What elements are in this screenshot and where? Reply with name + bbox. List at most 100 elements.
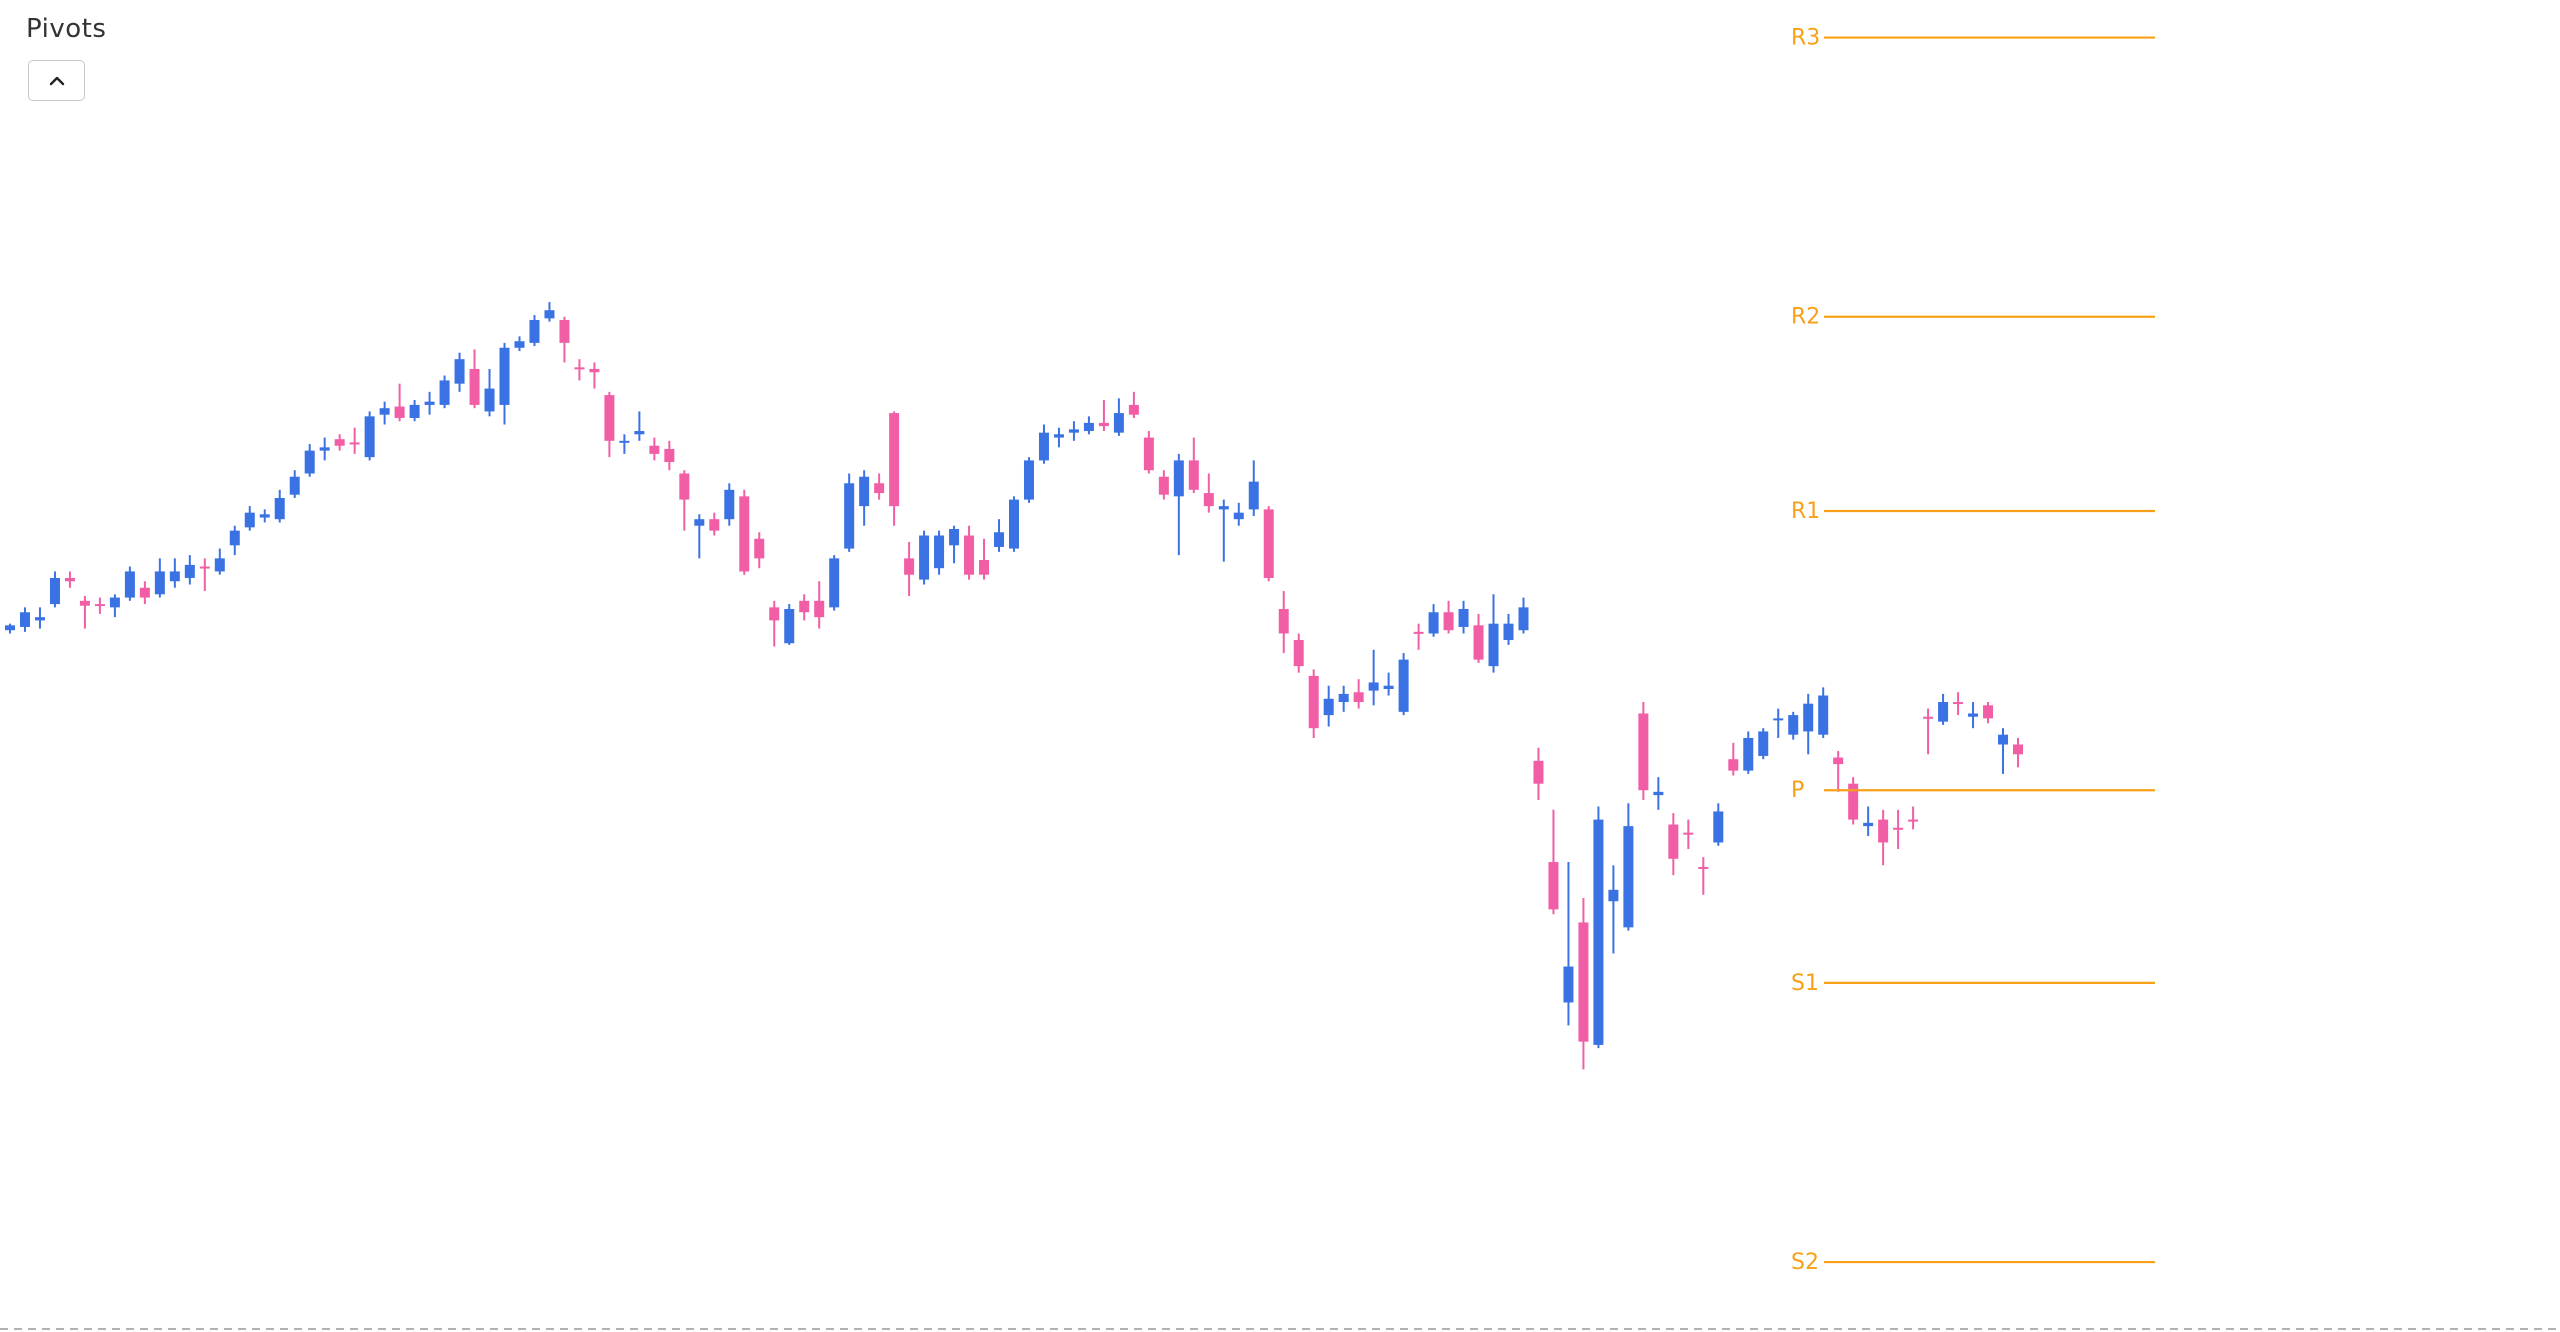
candle-body xyxy=(394,406,405,418)
candle-body xyxy=(1773,718,1784,721)
candle-body xyxy=(679,473,690,500)
candle-body xyxy=(1143,437,1154,471)
candle-body xyxy=(184,564,195,578)
candle-body xyxy=(1713,811,1724,843)
candle-body xyxy=(199,566,210,569)
candle-body xyxy=(1893,827,1904,830)
candle-body xyxy=(139,587,150,598)
candle-body xyxy=(274,497,285,520)
candle-body xyxy=(94,604,105,607)
candle-body xyxy=(1113,413,1124,433)
pivot-label: R1 xyxy=(1791,499,1820,524)
pivot-label: R2 xyxy=(1791,305,1820,330)
candle-body xyxy=(469,368,480,405)
candle-body xyxy=(1563,966,1574,1003)
candle-body xyxy=(484,388,495,412)
candle-body xyxy=(1383,685,1394,689)
candle-body xyxy=(1218,506,1229,510)
pivot-label: S1 xyxy=(1791,971,1819,996)
candle-body xyxy=(1009,499,1019,549)
candle-body xyxy=(1923,716,1934,719)
candle-body xyxy=(1638,713,1649,791)
candle-body xyxy=(1623,826,1634,928)
candle-body xyxy=(544,310,555,319)
candle-body xyxy=(859,476,870,507)
candle-body xyxy=(1428,612,1439,634)
candle-body xyxy=(1908,819,1919,822)
candle-body xyxy=(1173,460,1184,497)
candle-body xyxy=(904,558,915,575)
candle-body xyxy=(124,571,135,598)
candle-body xyxy=(1473,625,1484,660)
candle-body xyxy=(619,440,630,443)
candle-body xyxy=(1128,404,1139,415)
candle-body xyxy=(1878,819,1889,843)
candle-body xyxy=(1368,682,1379,691)
candle-body xyxy=(454,359,465,384)
candle-body xyxy=(1308,675,1319,729)
candle-body xyxy=(1758,731,1769,756)
candle-body xyxy=(949,528,960,546)
candle-body xyxy=(874,483,885,494)
candle-body xyxy=(574,367,585,370)
candle-body xyxy=(919,535,930,580)
candle-body xyxy=(49,577,60,605)
candle-body xyxy=(109,597,120,608)
candle-body xyxy=(379,408,390,415)
collapse-button[interactable] xyxy=(28,60,85,101)
candle-body xyxy=(844,483,855,549)
candle-body xyxy=(1038,432,1049,461)
candle-body xyxy=(1278,608,1289,634)
candle-body xyxy=(1683,832,1694,835)
candle-body xyxy=(709,519,720,531)
candle-body xyxy=(1263,509,1274,578)
candle-body xyxy=(1668,824,1679,859)
candle-body xyxy=(34,617,45,621)
candle-body xyxy=(1248,481,1259,510)
candle-body xyxy=(889,413,900,507)
candle-body xyxy=(979,560,990,575)
candle-body xyxy=(1653,791,1664,796)
candle-body xyxy=(1968,713,1979,717)
candle-body xyxy=(664,448,675,463)
candle-body xyxy=(769,607,780,621)
candle-body xyxy=(64,577,75,582)
candle-body xyxy=(154,571,165,595)
candle-body xyxy=(1743,737,1754,771)
candle-body xyxy=(559,320,570,343)
candle-body xyxy=(1053,434,1064,438)
candle-body xyxy=(1323,698,1334,716)
candle-body xyxy=(694,519,705,526)
candle-body xyxy=(229,530,240,546)
candle-body xyxy=(1833,757,1844,765)
candle-body xyxy=(1803,703,1814,732)
candle-body xyxy=(1998,734,2009,745)
candle-body xyxy=(1938,702,1949,722)
candle-body xyxy=(634,431,645,435)
pivot-label: P xyxy=(1791,778,1804,803)
candle-body xyxy=(529,320,540,343)
chart-title: Pivots xyxy=(26,14,107,44)
candle-body xyxy=(964,535,975,575)
candle-body xyxy=(514,341,525,348)
candle-body xyxy=(1488,623,1499,667)
candle-body xyxy=(724,489,735,520)
candle-body xyxy=(1608,889,1619,902)
candle-body xyxy=(1443,612,1454,631)
candle-body xyxy=(784,608,795,644)
candle-body xyxy=(439,380,450,405)
candle-body xyxy=(1098,422,1109,427)
candle-body xyxy=(1578,922,1589,1042)
candle-body xyxy=(169,571,180,582)
candle-body xyxy=(79,600,90,606)
candle-body xyxy=(1593,819,1604,1045)
chevron-up-icon xyxy=(49,76,64,86)
candle-body xyxy=(424,401,435,405)
candle-body xyxy=(1413,631,1424,634)
candle-body xyxy=(1983,705,1994,719)
candle-body xyxy=(409,404,420,418)
candle-body xyxy=(649,445,660,454)
candle-body xyxy=(1533,760,1544,784)
candle-body xyxy=(754,538,765,559)
